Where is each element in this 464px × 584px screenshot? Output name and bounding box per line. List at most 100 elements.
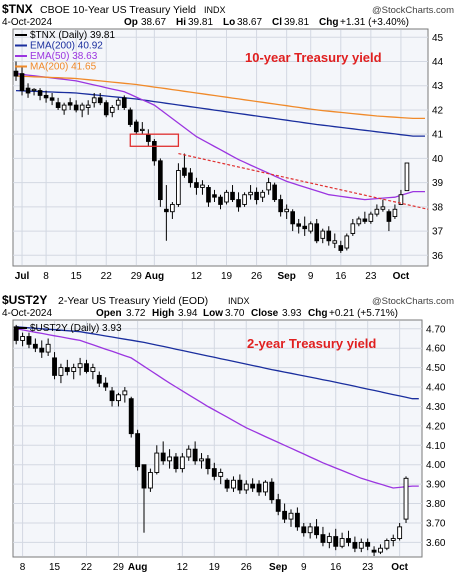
candle-body	[224, 479, 230, 489]
candle	[43, 90, 49, 103]
candle	[397, 522, 403, 541]
x-tick-label: 29	[131, 271, 143, 282]
x-tick-label: 15	[71, 271, 83, 282]
candle-body	[392, 208, 398, 217]
candle-body	[272, 184, 277, 201]
candle	[19, 66, 25, 96]
ust2y-plot-area	[12, 319, 423, 558]
candle-body	[133, 121, 139, 133]
x-tick-label: 12	[177, 562, 189, 573]
candle	[243, 480, 249, 494]
candle-body	[73, 104, 79, 111]
candle	[290, 209, 295, 232]
candle	[135, 429, 141, 471]
y-tick-label: 3.90	[426, 480, 446, 491]
y-tick-label: 39	[432, 178, 444, 189]
candle-body	[242, 194, 247, 205]
candle	[371, 546, 377, 556]
candle-body	[128, 398, 134, 435]
candle	[272, 182, 277, 203]
ust2y-high: 3.94	[178, 308, 198, 319]
trendline	[178, 152, 429, 210]
candle-body	[96, 374, 102, 384]
candle	[218, 468, 224, 485]
candle-body	[301, 526, 307, 534]
candle	[333, 528, 339, 551]
candle	[109, 105, 115, 118]
ust2y-annotation: 2-year Treasury yield	[247, 336, 376, 351]
candle	[308, 221, 314, 234]
y-tick-label: 4.70	[426, 324, 446, 335]
y-tick-label: 44	[432, 57, 444, 68]
y-tick-label: 3.80	[426, 499, 446, 510]
candle	[314, 218, 320, 244]
y-tick-label: 41	[432, 130, 444, 141]
candle	[346, 530, 351, 547]
candle	[179, 453, 185, 473]
tnx-exchange: INDX	[204, 5, 226, 15]
candle	[275, 493, 281, 516]
candle-body	[43, 94, 49, 99]
candle-body	[344, 235, 350, 249]
candle	[296, 218, 302, 234]
candle	[390, 534, 396, 547]
highlight-box	[129, 133, 180, 147]
candle	[368, 211, 374, 224]
candle	[332, 233, 338, 249]
legend-label: EMA(200) 40.92	[30, 41, 103, 52]
candle-body	[371, 549, 377, 553]
series-line-ema-50-	[16, 328, 419, 489]
candle	[278, 194, 283, 217]
ust2y-exchange: INDX	[228, 296, 250, 306]
candle-body	[237, 479, 243, 491]
candle	[121, 95, 127, 110]
candle	[90, 363, 96, 380]
candle-body	[262, 481, 268, 493]
candle-body	[19, 73, 25, 92]
candle-body	[308, 223, 314, 232]
tnx-close: 39.81	[284, 17, 309, 28]
candle-body	[109, 107, 115, 113]
candle-body	[67, 102, 73, 106]
candle	[13, 61, 19, 81]
x-tick-label: Sep	[269, 562, 287, 573]
candle-body	[333, 536, 339, 547]
ust2y-name: 2-Year US Treasury Yield (EOD)	[58, 295, 208, 307]
candle-body	[13, 70, 19, 77]
candle	[96, 371, 102, 388]
candle-body	[236, 199, 241, 208]
tnx-change: +1.31 (+3.40%)	[340, 17, 409, 28]
candle-body	[398, 194, 404, 205]
candle-body	[64, 367, 70, 372]
tnx-low-label: Lo	[223, 17, 235, 28]
candle	[200, 180, 205, 195]
ust2y-moving-averages	[16, 326, 419, 489]
candle-body	[378, 547, 383, 553]
candle	[404, 162, 410, 192]
candle-body	[52, 357, 57, 376]
candle-body	[302, 225, 308, 230]
candle-body	[116, 394, 121, 402]
candle	[254, 187, 259, 205]
candle	[199, 453, 204, 469]
tnx-name: CBOE 10-Year US Treasury Yield	[40, 4, 196, 16]
candle-body	[31, 88, 37, 92]
candle	[338, 240, 344, 253]
tnx-grid	[13, 30, 428, 265]
candle	[250, 478, 256, 492]
candle-body	[356, 218, 362, 225]
candle-body	[141, 464, 147, 489]
candle-body	[403, 477, 409, 520]
x-tick-label: 8	[20, 562, 26, 573]
candle	[77, 357, 83, 376]
candle	[141, 464, 147, 533]
candle-body	[282, 510, 288, 520]
candle	[378, 544, 383, 555]
candle-body	[194, 182, 199, 188]
candle-body	[224, 191, 229, 203]
candle-body	[211, 468, 217, 477]
candle	[392, 204, 398, 219]
x-tick-label: 9	[308, 271, 314, 282]
ust2y-change-label: Chg	[308, 308, 327, 319]
candle-body	[243, 483, 249, 491]
